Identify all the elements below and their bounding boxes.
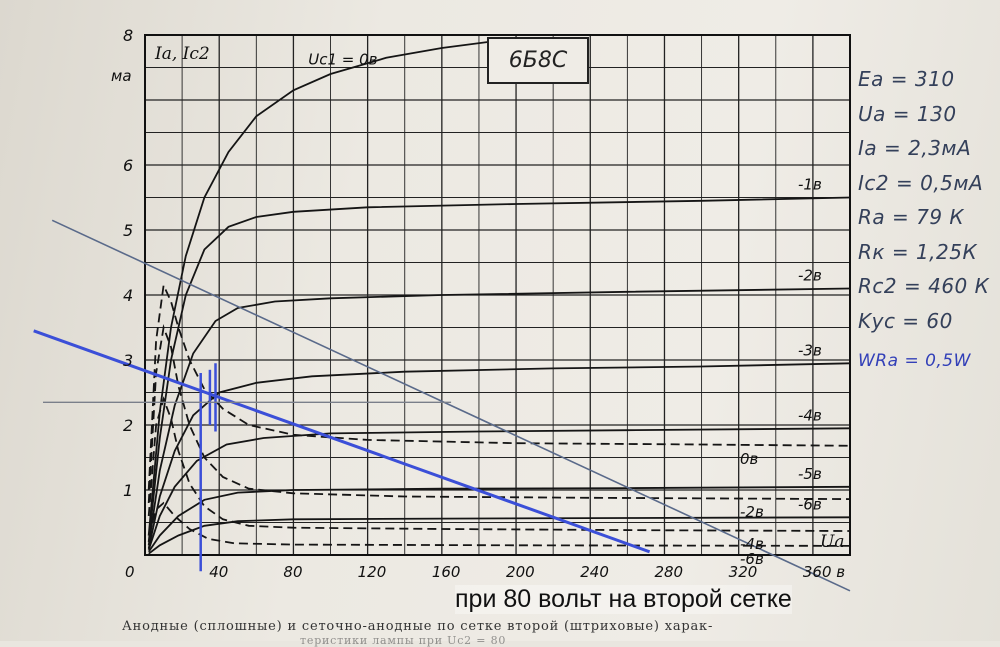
screen-curve-label: -2в	[740, 503, 764, 521]
note-line: Rк = 1,25К	[858, 239, 978, 264]
caption-overlay: при 80 вольт на второй сетке	[455, 585, 792, 614]
note-line-blue: WRa = 0,5W	[858, 351, 971, 371]
chart-curves	[147, 37, 851, 555]
anode-curve-label: -1в	[798, 176, 822, 194]
x-tick-label: 0	[125, 563, 135, 581]
y-tick-label: 8	[123, 26, 133, 45]
x-tick-label: 40	[209, 563, 228, 581]
note-line: Rc2 = 460 К	[858, 274, 990, 298]
screen-curve	[147, 282, 851, 491]
x-tick-label: 200	[506, 563, 535, 581]
note-line: Rа = 79 К	[858, 205, 965, 229]
x-tick-label: 360 в	[803, 563, 845, 581]
screen-curve-label: -4в	[740, 535, 764, 553]
x-tick-label: 280	[654, 563, 683, 581]
y-tick-label: 1	[123, 481, 133, 500]
y-tick-label: 2	[123, 416, 133, 435]
y-tick-label: 4	[123, 286, 133, 305]
y-axis-label: Ia, Ic2	[154, 44, 210, 64]
x-tick-label: 120	[358, 563, 387, 581]
load-line	[33, 329, 651, 554]
chart-labels: 0 40 80 120 160 200 240 280 320 360 в 1 2 3 4 5 6 8 Ia, I…	[111, 26, 845, 581]
screen-curve	[147, 501, 851, 547]
note-line: Ic2 = 0,5мА	[858, 170, 984, 195]
chart-axes	[144, 34, 851, 556]
anode-curve	[147, 362, 851, 549]
chart-overlays	[33, 219, 851, 592]
anode-curve-label: -6в	[798, 495, 822, 513]
anode-curve-label: -2в	[798, 267, 822, 285]
x-axis-label: Ua	[820, 532, 844, 552]
anode-curve	[148, 516, 851, 555]
x-tick-label: 320	[729, 563, 758, 581]
x-tick-label: 80	[283, 563, 302, 581]
load-line	[51, 219, 851, 592]
note-line: Kус = 60	[858, 308, 953, 333]
screen-curve-label: 0в	[740, 450, 759, 468]
y-axis-unit: ма	[111, 67, 132, 85]
handwritten-notes: Eа = 310 Uа = 130 Iа = 2,3мА Ic2 = 0,5мА…	[858, 62, 998, 379]
x-tick-label: 160	[432, 563, 461, 581]
y-tick-label: 5	[123, 221, 133, 240]
anode-curve-label: Uc1 = 0в	[308, 50, 377, 68]
note-line: Eа = 310	[858, 67, 955, 91]
anode-curve-label: -3в	[798, 341, 822, 359]
anode-curve	[147, 485, 851, 553]
screen-curve	[147, 396, 851, 532]
anode-curve	[147, 427, 851, 551]
y-tick-label: 6	[123, 156, 133, 175]
tube-type-label: 6Б8С	[487, 37, 589, 84]
note-line: Uа = 130	[858, 101, 957, 126]
note-line: Iа = 2,3мА	[858, 136, 972, 160]
y-tick-label: 3	[123, 351, 133, 370]
printed-caption: Анодные (сплошные) и сеточно-анодные по …	[122, 619, 714, 634]
x-tick-label: 240	[580, 563, 609, 581]
plot-frame	[144, 34, 851, 556]
anode-curve-label: -4в	[798, 406, 822, 424]
anode-curve	[147, 37, 517, 536]
anode-curve	[147, 287, 851, 546]
screen-curve	[147, 324, 851, 504]
anode-curve	[147, 196, 851, 543]
screen-curve-label: -6в	[740, 550, 764, 568]
anode-curve-label: -5в	[798, 465, 822, 483]
chart-grid	[144, 34, 851, 556]
